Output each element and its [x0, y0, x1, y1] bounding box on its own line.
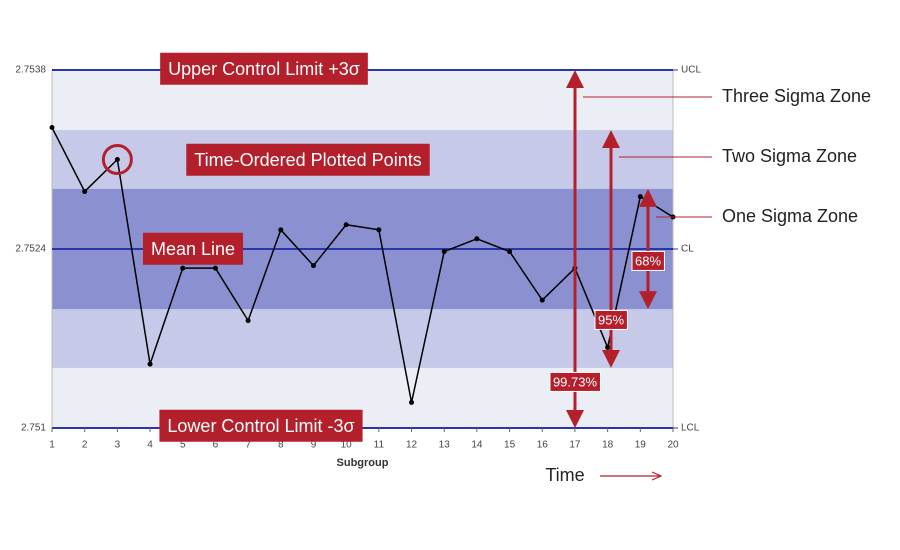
- data-point: [114, 157, 120, 162]
- mean-annotation-box: [142, 232, 244, 265]
- x-tick-label: 12: [406, 440, 418, 451]
- lcl-annotation-box: [159, 409, 363, 442]
- x-tick-label: 14: [471, 440, 483, 451]
- ucl-annotation-text: Upper Control Limit +3σ: [168, 59, 360, 79]
- data-point: [441, 249, 447, 255]
- data-point: [147, 361, 153, 367]
- x-tick-label: 2: [82, 440, 88, 451]
- x-tick-label: 9: [311, 440, 317, 451]
- data-point: [180, 265, 186, 271]
- percent-label-text: 95%: [598, 312, 624, 327]
- data-point: [278, 227, 284, 233]
- x-tick-label: 13: [439, 440, 451, 451]
- percent-label-box: [594, 309, 628, 330]
- data-point: [49, 125, 55, 131]
- x-tick-label: 3: [115, 440, 121, 451]
- y2-tick-label: LCL: [681, 423, 700, 434]
- x-tick-label: 17: [569, 440, 581, 451]
- data-point: [605, 344, 611, 350]
- data-point: [507, 249, 513, 255]
- zone-label: Three Sigma Zone: [722, 86, 871, 106]
- points-annotation-text: Time-Ordered Plotted Points: [194, 150, 421, 170]
- data-point: [474, 236, 480, 242]
- data-point: [409, 399, 415, 405]
- x-tick-label: 4: [147, 440, 153, 451]
- time-label: Time: [545, 465, 584, 485]
- lcl-annotation: Lower Control Limit -3σ: [159, 409, 363, 442]
- percent-label: 95%: [594, 309, 628, 330]
- data-point: [310, 263, 316, 269]
- x-tick-label: 5: [180, 440, 186, 451]
- x-tick-label: 8: [278, 440, 284, 451]
- x-axis-title: Subgroup: [337, 457, 389, 469]
- x-tick-label: 20: [667, 440, 679, 451]
- x-tick-label: 15: [504, 440, 516, 451]
- y-tick-label: 2.7524: [15, 244, 46, 255]
- data-point: [376, 227, 382, 233]
- y-tick-label: 2.751: [21, 423, 46, 434]
- percent-label-text: 68%: [635, 253, 661, 268]
- x-tick-label: 6: [213, 440, 219, 451]
- percent-label-text: 99.73%: [553, 374, 598, 389]
- percent-label-box: [549, 371, 601, 392]
- data-point: [343, 222, 349, 228]
- ucl-annotation: Upper Control Limit +3σ: [160, 52, 368, 85]
- percent-label-box: [631, 250, 665, 271]
- x-tick-label: 16: [537, 440, 549, 451]
- zone-label: Two Sigma Zone: [722, 146, 857, 166]
- x-tick-label: 10: [341, 440, 353, 451]
- data-point: [82, 188, 88, 194]
- points-annotation: Time-Ordered Plotted Points: [186, 143, 430, 176]
- data-point: [637, 194, 643, 200]
- data-point: [245, 318, 251, 324]
- x-tick-label: 7: [245, 440, 251, 451]
- percent-label: 99.73%: [549, 371, 601, 392]
- y2-tick-label: CL: [681, 244, 694, 255]
- data-point: [539, 297, 545, 303]
- zone-label: One Sigma Zone: [722, 206, 858, 226]
- points-annotation-box: [186, 143, 430, 176]
- x-tick-label: 11: [374, 440, 385, 451]
- percent-label: 68%: [631, 250, 665, 271]
- lcl-annotation-text: Lower Control Limit -3σ: [167, 416, 354, 436]
- x-tick-label: 18: [602, 440, 614, 451]
- y-tick-label: 2.7538: [15, 65, 46, 76]
- data-point: [212, 265, 218, 271]
- mean-annotation-text: Mean Line: [151, 239, 235, 259]
- time-arrowhead: [651, 471, 663, 481]
- x-tick-label: 19: [635, 440, 647, 451]
- y2-tick-label: UCL: [681, 65, 701, 76]
- mean-annotation: Mean Line: [142, 232, 244, 265]
- x-tick-label: 1: [49, 440, 55, 451]
- highlight-circle: [101, 144, 133, 175]
- ucl-annotation-box: [160, 52, 368, 85]
